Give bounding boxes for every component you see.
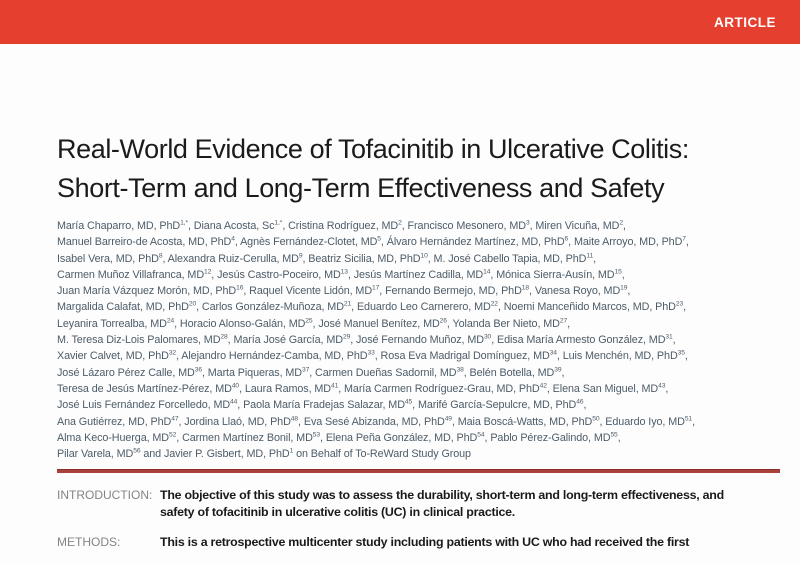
paper-title-line: Short-Term and Long-Term Effectiveness a…	[57, 173, 665, 203]
section-label-introduction: INTRODUCTION:	[57, 488, 153, 502]
author-line: M. Teresa Diz-Lois Palomares, MD28, Marí…	[57, 333, 676, 347]
section-text-methods: This is a retrospective multicenter stud…	[160, 534, 797, 551]
section-text-line: The objective of this study was to asses…	[160, 488, 724, 502]
abstract-section: INTRODUCTION: The objective of this study…	[57, 487, 797, 564]
section-text-introduction: The objective of this study was to asses…	[160, 487, 797, 521]
author-line: Alma Keco-Huerga, MD52, Carmen Martínez …	[57, 431, 621, 444]
article-type-banner: ARTICLE	[0, 0, 800, 44]
author-line: Carmen Muñoz Villafranca, MD12, Jesús Ca…	[57, 268, 625, 281]
author-line: Teresa de Jesús Martínez-Pérez, MD40, La…	[57, 382, 669, 395]
section-text-line: This is a retrospective multicenter stud…	[160, 535, 690, 549]
author-line: Leyanira Torrealba, MD24, Horacio Alonso…	[57, 317, 571, 330]
author-line: Juan María Vázquez Morón, MD, PhD16, Raq…	[57, 284, 631, 298]
author-line: Isabel Vera, MD, PhD8, Alexandra Ruiz-Ce…	[57, 252, 597, 265]
section-text-line: safety of tofacitinib in ulcerative coli…	[160, 505, 515, 519]
author-line: José Lázaro Pérez Calle, MD36, Marta Piq…	[57, 366, 565, 379]
author-line: Pilar Varela, MD56 and Javier P. Gisbert…	[57, 447, 471, 461]
paper-title-line: Real-World Evidence of Tofacinitib in Ul…	[57, 134, 689, 164]
divider-rule	[57, 469, 780, 473]
author-line: Margalida Calafat, MD, PhD20, Carlos Gon…	[57, 300, 687, 314]
author-line: Ana Gutiérrez, MD, PhD47, Jordina Llaó, …	[57, 414, 695, 428]
author-list: María Chaparro, MD, PhD1,*, Diana Acosta…	[57, 218, 787, 462]
author-line: Xavier Calvet, MD, PhD32, Alejandro Hern…	[57, 349, 688, 363]
author-line: José Luis Fernández Forcelledo, MD44, Pa…	[57, 398, 587, 412]
article-type-label: ARTICLE	[714, 14, 776, 30]
section-label-methods: METHODS:	[57, 535, 121, 549]
abstract-row: INTRODUCTION: The objective of this study…	[57, 487, 797, 521]
author-line: María Chaparro, MD, PhD1,*, Diana Acosta…	[57, 219, 626, 232]
paper-title: Real-World Evidence of Tofacinitib in Ul…	[57, 130, 780, 208]
abstract-row: METHODS: This is a retrospective multicen…	[57, 534, 797, 551]
author-line: Manuel Barreiro-de Acosta, MD, PhD4, Agn…	[57, 235, 689, 249]
